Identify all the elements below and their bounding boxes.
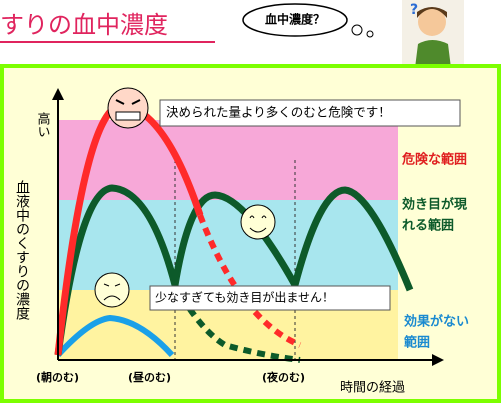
callout-box — [159, 99, 461, 127]
happy-face — [240, 204, 276, 240]
thought-bubble — [242, 3, 348, 37]
dose-label: (朝のむ) — [36, 370, 79, 384]
proper-curve — [54, 184, 414, 356]
y-axis-label: 血液中のくすりの濃度 — [14, 180, 30, 320]
svg-text:?: ? — [410, 2, 418, 18]
y-arrow — [52, 88, 64, 100]
y-top-label: 高い — [35, 111, 51, 138]
proper-curve-decay — [172, 283, 301, 363]
callout: 決められた量より多くのむと危険です！ — [166, 105, 391, 120]
callout: 少なすぎても効き目が出ません！ — [155, 290, 334, 305]
thought-dot — [351, 24, 363, 36]
dose-label: (昼のむ) — [128, 371, 171, 384]
zone-label: 範囲 — [404, 335, 430, 351]
x-arrow — [432, 354, 444, 366]
zone-label: 効果がない — [404, 314, 469, 330]
low-curve — [55, 314, 175, 358]
sad-face — [94, 272, 130, 308]
x-axis-label: 時間の経過 — [340, 381, 405, 396]
thought-dot — [366, 30, 374, 38]
callout-box — [149, 285, 391, 311]
zone-label: 危険な範囲 — [402, 152, 467, 168]
dose-label: (夜のむ) — [262, 370, 305, 384]
title: すりの血中濃度 — [0, 11, 168, 39]
angry-face — [107, 87, 149, 129]
zone-label: 効き目が現 — [402, 197, 467, 213]
zone-label: れる範囲 — [402, 218, 454, 234]
thought-text: 血中濃度？ — [265, 12, 325, 27]
